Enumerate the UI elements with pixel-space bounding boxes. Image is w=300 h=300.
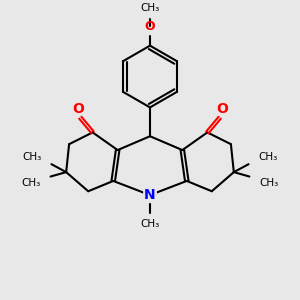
Text: CH₃: CH₃: [22, 178, 41, 188]
Text: O: O: [72, 103, 84, 116]
Text: CH₃: CH₃: [259, 178, 278, 188]
Text: CH₃: CH₃: [23, 152, 42, 162]
Text: CH₃: CH₃: [140, 3, 160, 13]
Text: O: O: [216, 103, 228, 116]
Text: CH₃: CH₃: [258, 152, 277, 162]
Text: CH₃: CH₃: [140, 219, 160, 229]
Text: N: N: [144, 188, 156, 202]
Text: O: O: [145, 20, 155, 33]
